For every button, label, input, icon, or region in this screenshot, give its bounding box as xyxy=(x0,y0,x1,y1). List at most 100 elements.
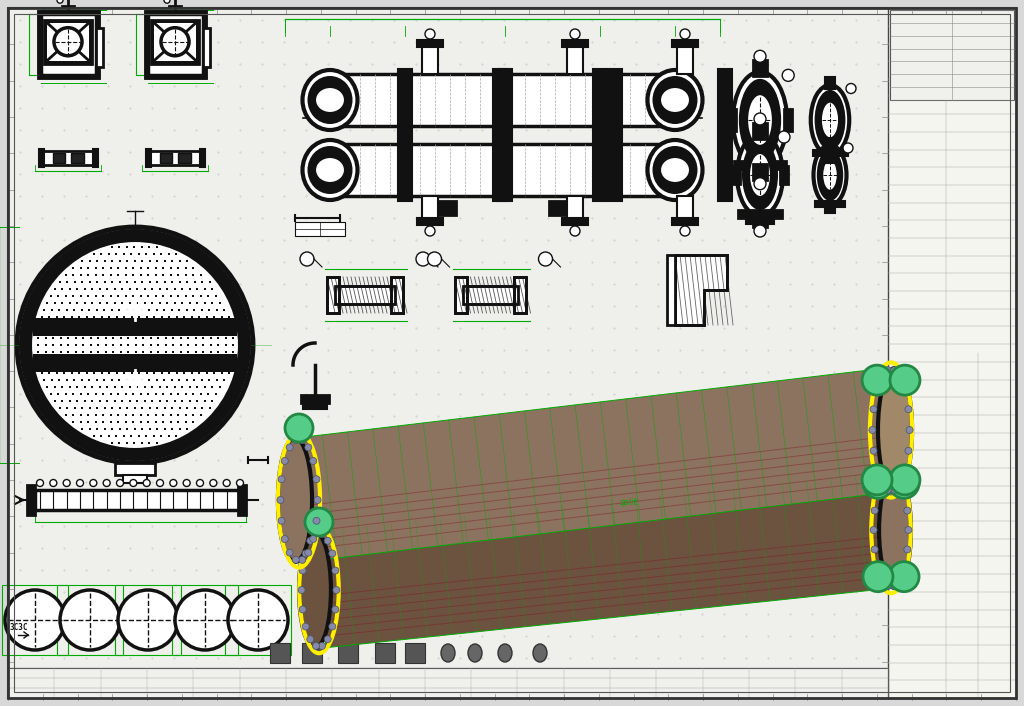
Circle shape xyxy=(754,50,766,62)
Circle shape xyxy=(63,479,71,486)
Ellipse shape xyxy=(54,28,82,56)
Bar xyxy=(39,149,44,167)
Ellipse shape xyxy=(534,644,547,662)
Bar xyxy=(303,403,327,409)
Circle shape xyxy=(325,537,331,544)
Bar xyxy=(295,222,345,236)
Circle shape xyxy=(83,441,90,448)
Bar xyxy=(8,668,888,698)
Circle shape xyxy=(897,479,904,486)
Circle shape xyxy=(314,496,322,503)
Circle shape xyxy=(183,479,190,486)
Circle shape xyxy=(879,479,885,486)
Bar xyxy=(302,643,322,663)
Bar xyxy=(784,109,793,131)
Ellipse shape xyxy=(161,28,189,56)
Bar xyxy=(147,14,203,76)
Circle shape xyxy=(754,113,766,125)
Circle shape xyxy=(143,479,151,486)
Bar xyxy=(335,286,395,304)
Bar xyxy=(52,153,65,163)
Bar xyxy=(498,69,512,201)
Circle shape xyxy=(240,366,247,373)
Circle shape xyxy=(754,225,766,237)
Circle shape xyxy=(131,453,138,460)
Circle shape xyxy=(157,450,163,457)
Circle shape xyxy=(307,537,313,544)
Bar xyxy=(780,166,788,184)
Circle shape xyxy=(891,582,897,590)
Circle shape xyxy=(570,29,580,39)
Bar xyxy=(746,218,774,225)
Circle shape xyxy=(117,479,124,486)
Circle shape xyxy=(896,575,903,582)
Circle shape xyxy=(231,293,239,300)
Circle shape xyxy=(45,273,52,280)
Polygon shape xyxy=(665,530,695,575)
Bar xyxy=(338,643,358,663)
Circle shape xyxy=(901,490,908,497)
Bar xyxy=(608,69,622,201)
Bar xyxy=(549,201,581,215)
Circle shape xyxy=(901,563,908,570)
Ellipse shape xyxy=(299,532,331,648)
Circle shape xyxy=(570,226,580,236)
Circle shape xyxy=(885,470,892,477)
Ellipse shape xyxy=(813,145,847,205)
Circle shape xyxy=(45,411,52,418)
Circle shape xyxy=(164,0,170,4)
Circle shape xyxy=(891,470,897,477)
Circle shape xyxy=(170,479,177,486)
Circle shape xyxy=(31,241,239,449)
Circle shape xyxy=(318,530,326,537)
Circle shape xyxy=(62,255,70,262)
Ellipse shape xyxy=(817,149,843,201)
Polygon shape xyxy=(695,522,702,575)
Circle shape xyxy=(299,437,306,443)
Circle shape xyxy=(754,178,766,190)
Ellipse shape xyxy=(822,160,838,191)
Bar xyxy=(567,46,583,74)
Bar xyxy=(825,77,835,89)
Circle shape xyxy=(50,479,57,486)
Circle shape xyxy=(240,317,247,324)
Bar xyxy=(391,277,403,313)
Circle shape xyxy=(318,642,326,650)
Ellipse shape xyxy=(733,72,787,168)
Bar xyxy=(672,40,698,47)
Circle shape xyxy=(302,550,309,557)
Circle shape xyxy=(130,479,137,486)
Circle shape xyxy=(905,406,912,413)
Circle shape xyxy=(197,479,204,486)
Circle shape xyxy=(332,606,339,613)
Circle shape xyxy=(905,448,912,454)
Circle shape xyxy=(879,374,885,381)
Circle shape xyxy=(680,226,690,236)
Bar xyxy=(145,12,205,78)
Circle shape xyxy=(279,517,285,525)
Circle shape xyxy=(32,390,39,397)
Circle shape xyxy=(32,293,39,300)
Circle shape xyxy=(329,550,336,557)
Ellipse shape xyxy=(441,644,455,662)
Bar xyxy=(398,69,412,201)
Bar xyxy=(753,123,767,139)
Bar xyxy=(238,485,246,515)
Ellipse shape xyxy=(652,146,697,194)
Circle shape xyxy=(873,465,881,472)
Circle shape xyxy=(299,606,306,613)
Circle shape xyxy=(276,496,284,503)
Circle shape xyxy=(292,556,299,563)
Circle shape xyxy=(300,252,314,266)
Circle shape xyxy=(60,590,120,650)
Circle shape xyxy=(329,623,336,630)
Bar xyxy=(593,69,607,201)
Bar xyxy=(493,69,507,201)
Circle shape xyxy=(218,411,225,418)
Circle shape xyxy=(62,429,70,436)
Bar xyxy=(154,23,197,61)
Bar xyxy=(422,46,438,74)
Bar xyxy=(47,23,89,61)
Bar xyxy=(677,196,693,224)
Bar xyxy=(463,286,517,304)
